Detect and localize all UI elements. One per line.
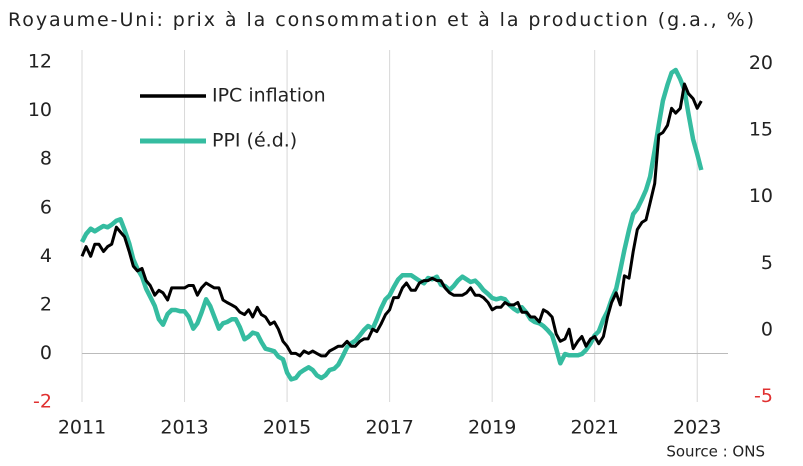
x-tick-label: 2013 (160, 417, 208, 439)
x-tick-label: 2011 (58, 417, 106, 439)
y-tick-label: 12 (28, 51, 52, 73)
chart-title: Royaume-Uni: prix à la consommation et à… (8, 9, 754, 31)
y-tick-label: 10 (28, 99, 52, 121)
legend-label: PPI (é.d.) (212, 130, 297, 152)
data-line (80, 82, 703, 358)
data-line (79, 67, 704, 382)
y-tick-label: 4 (40, 245, 52, 267)
y2-tick-label: 0 (761, 319, 773, 341)
y2-tick-label: -5 (754, 385, 773, 407)
y2-tick-label: 20 (749, 52, 773, 74)
y-tick-label: 8 (40, 148, 52, 170)
y-tick-label: 6 (40, 196, 52, 218)
y2-tick-label: 15 (749, 119, 773, 141)
source: Source : ONS (666, 443, 765, 461)
x-tick-label: 2017 (365, 417, 413, 439)
legend-label: IPC inflation (212, 85, 326, 107)
y-tick-label: 0 (40, 342, 52, 364)
x-tick-label: 2021 (571, 417, 619, 439)
x-tick-label: 2015 (263, 417, 311, 439)
y-tick-label: -2 (33, 391, 52, 413)
x-tick-label: 2023 (673, 417, 721, 439)
y-tick-label: 2 (40, 293, 52, 315)
y2-tick-label: 10 (749, 185, 773, 207)
x-tick-label: 2019 (468, 417, 516, 439)
y2-tick-label: 5 (761, 252, 773, 274)
